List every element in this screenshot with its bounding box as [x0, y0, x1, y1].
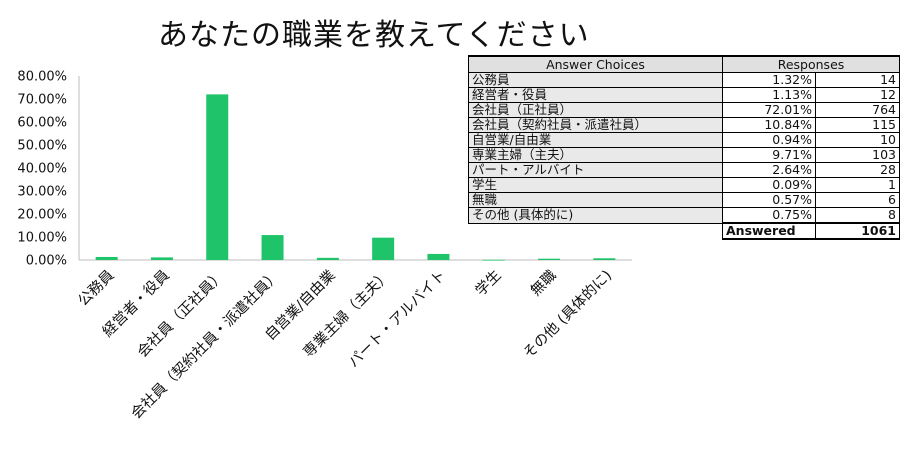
table-row: 公務員 1.32% 14 — [468, 72, 900, 88]
x-tick-label: 学生 — [472, 267, 505, 300]
y-tick-label: 60.00% — [17, 116, 67, 131]
bar — [427, 253, 450, 260]
header-answer-choices: Answer Choices — [468, 55, 723, 73]
bar — [150, 257, 173, 260]
count-cell: 764 — [815, 102, 900, 118]
count-cell: 115 — [815, 117, 900, 133]
y-tick-label: 50.00% — [17, 139, 67, 154]
table-row: その他 (具体的に) 0.75% 8 — [468, 207, 900, 224]
y-tick-label: 70.00% — [17, 93, 67, 108]
x-tick-label: 公務員 — [75, 267, 118, 310]
x-tick-label: パート・アルバイト — [345, 267, 449, 371]
table-row: 学生 0.09% 1 — [468, 177, 900, 193]
table-row: パート・アルバイト 2.64% 28 — [468, 162, 900, 178]
y-tick-label: 10.00% — [17, 231, 67, 246]
choice-cell: その他 (具体的に) — [468, 207, 723, 224]
percent-cell: 9.71% — [722, 147, 816, 163]
table-row: 会社員（正社員） 72.01% 764 — [468, 102, 900, 118]
table-header-row: Answer Choices Responses — [468, 55, 900, 73]
percent-cell: 10.84% — [722, 117, 816, 133]
header-responses: Responses — [722, 55, 900, 73]
bar — [482, 259, 505, 261]
bar — [372, 237, 395, 260]
count-cell: 1 — [815, 177, 900, 193]
chart-title: あなたの職業を教えてください — [158, 18, 590, 53]
y-axis-ticks: 0.00% 10.00% 20.00% 30.00% 40.00% 50.00% 60.00… — [17, 70, 67, 269]
percent-cell: 1.32% — [722, 72, 816, 88]
answered-label: Answered — [722, 222, 816, 240]
table-row: 専業主婦（主夫） 9.71% 103 — [468, 147, 900, 163]
x-axis-ticks: 公務員経営者・役員会社員（正社員）会社員（契約社員・派遣社員）自営業/自由業専業… — [75, 266, 615, 422]
y-tick-label: 40.00% — [17, 162, 67, 177]
percent-cell: 1.13% — [722, 87, 816, 103]
percent-cell: 72.01% — [722, 102, 816, 118]
choice-cell: 学生 — [468, 177, 723, 193]
choice-cell: パート・アルバイト — [468, 162, 723, 178]
y-tick-label: 30.00% — [17, 185, 67, 200]
y-tick-label: 80.00% — [17, 70, 67, 85]
percent-cell: 0.75% — [722, 207, 816, 224]
choice-cell: 専業主婦（主夫） — [468, 147, 723, 163]
choice-cell: 会社員（正社員） — [468, 102, 723, 118]
percent-cell: 0.57% — [722, 192, 816, 208]
choice-cell: 無職 — [468, 192, 723, 208]
bars — [95, 94, 616, 261]
choice-cell: 経営者・役員 — [468, 87, 723, 103]
count-cell: 14 — [815, 72, 900, 88]
percent-cell: 0.94% — [722, 132, 816, 148]
choice-cell: 公務員 — [468, 72, 723, 88]
choice-cell: 会社員（契約社員・派遣社員） — [468, 117, 723, 133]
table-row: 会社員（契約社員・派遣社員） 10.84% 115 — [468, 117, 900, 133]
count-cell: 6 — [815, 192, 900, 208]
x-tick-label: 無職 — [527, 266, 560, 299]
bar — [261, 235, 284, 260]
y-tick-label: 20.00% — [17, 208, 67, 223]
choice-cell: 自営業/自由業 — [468, 132, 723, 148]
y-tick-label: 0.00% — [26, 254, 67, 269]
bar — [316, 257, 339, 260]
percent-cell: 0.09% — [722, 177, 816, 193]
table-row: 経営者・役員 1.13% 12 — [468, 87, 900, 103]
count-cell: 12 — [815, 87, 900, 103]
answered-blank-cell — [468, 223, 723, 239]
count-cell: 28 — [815, 162, 900, 178]
response-table: Answer Choices Responses 公務員 1.32% 14 経営者・役… — [468, 55, 900, 240]
percent-cell: 2.64% — [722, 162, 816, 178]
bar — [538, 258, 561, 260]
bar — [206, 94, 229, 260]
count-cell: 10 — [815, 132, 900, 148]
count-cell: 103 — [815, 147, 900, 163]
table-row: 無職 0.57% 6 — [468, 192, 900, 208]
answered-value: 1061 — [815, 222, 900, 240]
table-row: 自営業/自由業 0.94% 10 — [468, 132, 900, 148]
answered-row: Answered 1061 — [468, 222, 900, 240]
bar — [95, 256, 118, 260]
count-cell: 8 — [815, 207, 900, 224]
bar — [593, 258, 616, 260]
